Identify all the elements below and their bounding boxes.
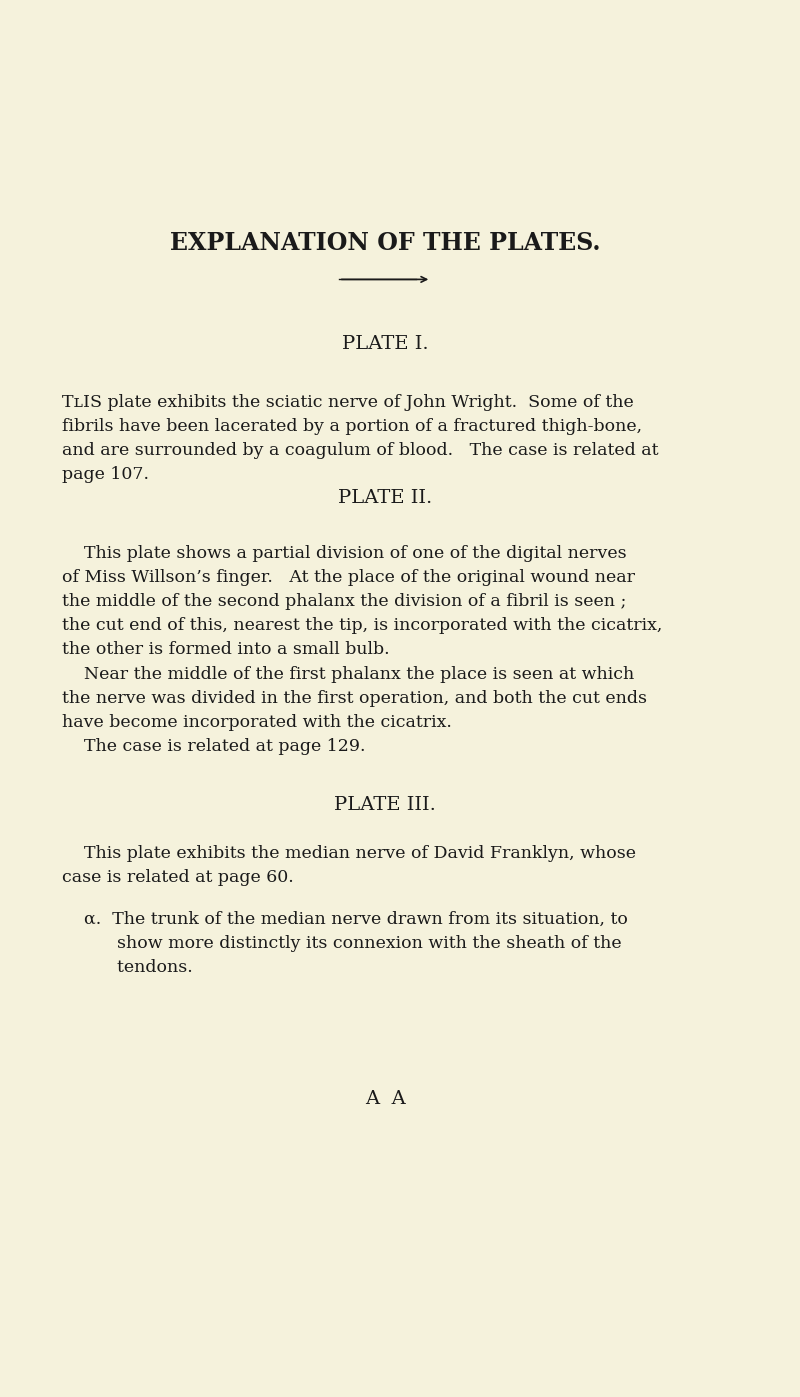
Text: A  A: A A	[365, 1090, 406, 1108]
Text: This plate shows a partial division of one of the digital nerves
of Miss Willson: This plate shows a partial division of o…	[62, 545, 662, 754]
Text: This plate exhibits the median nerve of David Franklyn, whose
case is related at: This plate exhibits the median nerve of …	[62, 845, 636, 886]
Text: PLATE II.: PLATE II.	[338, 489, 432, 507]
Text: PLATE I.: PLATE I.	[342, 335, 428, 353]
Text: TʟIS plate exhibits the sciatic nerve of John Wright.  Some of the
fibrils have : TʟIS plate exhibits the sciatic nerve of…	[62, 394, 658, 483]
Text: α.  The trunk of the median nerve drawn from its situation, to
          show mo: α. The trunk of the median nerve drawn f…	[62, 911, 627, 977]
Text: EXPLANATION OF THE PLATES.: EXPLANATION OF THE PLATES.	[170, 231, 600, 254]
Text: PLATE III.: PLATE III.	[334, 796, 436, 814]
